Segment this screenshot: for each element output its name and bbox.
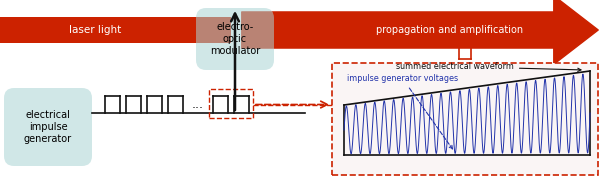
Text: propagation and amplification: propagation and amplification: [376, 25, 523, 35]
FancyArrowPatch shape: [242, 0, 598, 64]
FancyBboxPatch shape: [196, 8, 274, 70]
FancyBboxPatch shape: [4, 88, 92, 166]
Text: laser light: laser light: [69, 25, 121, 35]
Text: electrical
impulse
generator: electrical impulse generator: [24, 110, 72, 144]
Text: ...: ...: [192, 98, 204, 111]
Text: impulse generator voltages: impulse generator voltages: [347, 74, 458, 149]
Bar: [209, 89, 253, 118]
Bar: [0, 17, 231, 43]
Text: electro-
optic
modulator: electro- optic modulator: [210, 22, 260, 56]
Text: summed electrical waveform: summed electrical waveform: [396, 62, 581, 71]
Bar: [332, 63, 598, 175]
